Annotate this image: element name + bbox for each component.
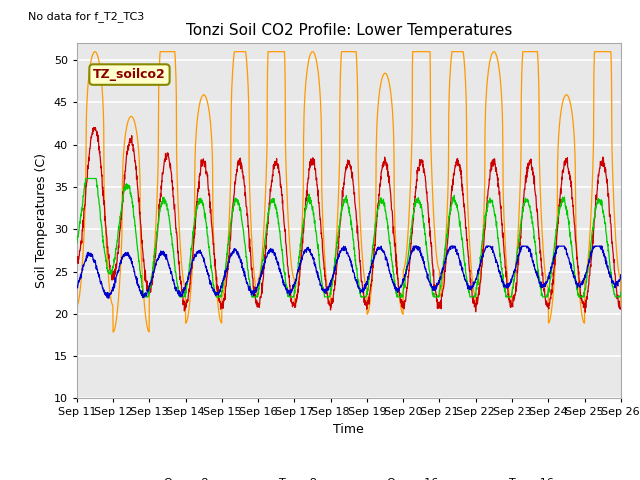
Text: TZ_soilco2: TZ_soilco2 bbox=[93, 68, 166, 81]
Y-axis label: Soil Temperatures (C): Soil Temperatures (C) bbox=[35, 153, 48, 288]
Title: Tonzi Soil CO2 Profile: Lower Temperatures: Tonzi Soil CO2 Profile: Lower Temperatur… bbox=[186, 23, 512, 38]
Legend: Open -8cm, Tree -8cm, Open -16cm, Tree -16cm: Open -8cm, Tree -8cm, Open -16cm, Tree -… bbox=[123, 473, 575, 480]
Text: No data for f_T2_TC3: No data for f_T2_TC3 bbox=[28, 11, 144, 22]
X-axis label: Time: Time bbox=[333, 423, 364, 436]
